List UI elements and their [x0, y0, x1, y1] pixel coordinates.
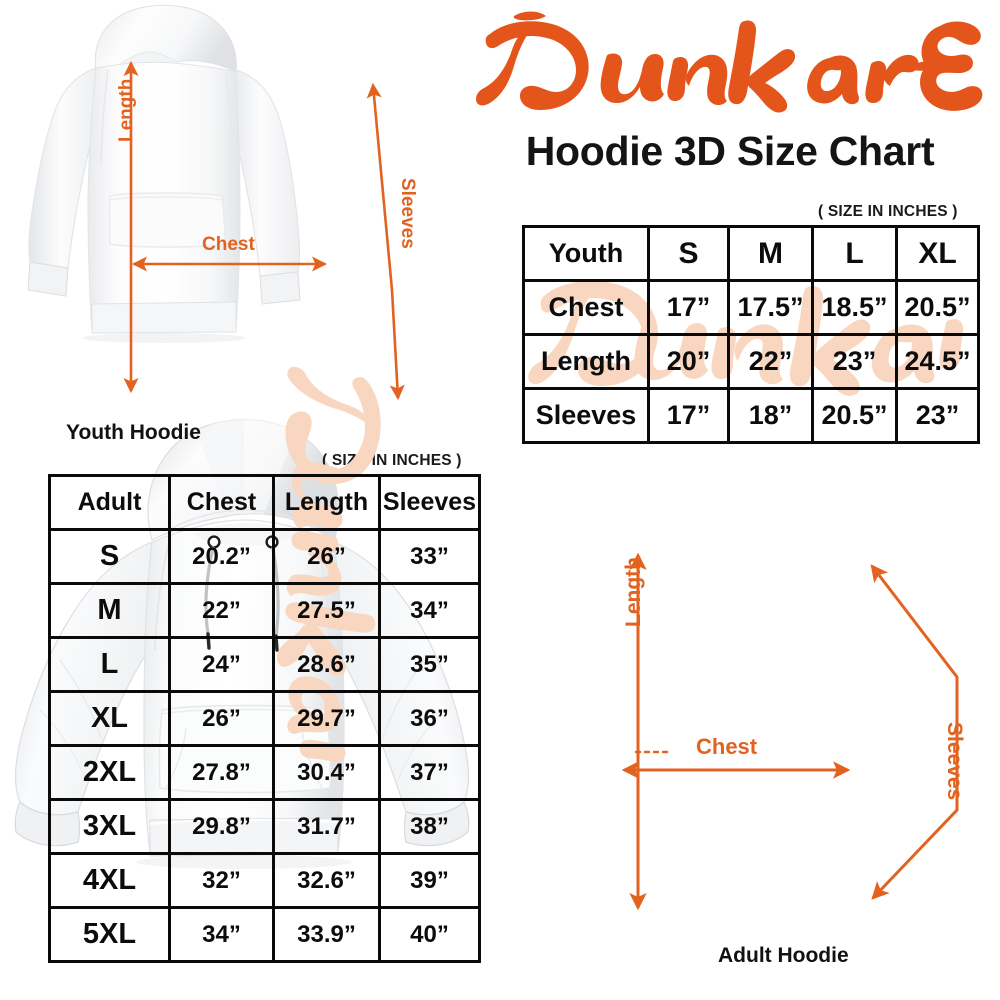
adult-l-sleeves: 35”	[378, 636, 481, 693]
adult-3xl-sleeves: 38”	[378, 798, 481, 855]
adult-table-corner-label: Adult	[48, 474, 171, 531]
adult-chest-label: Chest	[696, 734, 758, 759]
adult-m-chest: 22”	[168, 582, 275, 639]
youth-row-label-length: Length	[522, 333, 650, 390]
youth-length-label: Length	[116, 78, 137, 142]
youth-chest-l: 18.5”	[811, 279, 898, 336]
youth-sleeves-l: 20.5”	[811, 387, 898, 444]
youth-length-l: 23”	[811, 333, 898, 390]
adult-5xl-chest: 34”	[168, 906, 275, 963]
adult-4xl-chest: 32”	[168, 852, 275, 909]
youth-size-units-note: ( SIZE IN INCHES )	[818, 203, 958, 220]
table-row: XL 26” 29.7” 36”	[48, 690, 481, 747]
adult-xl-length: 29.7”	[272, 690, 381, 747]
youth-sleeves-arrow	[366, 82, 405, 401]
adult-row-label-3xl: 3XL	[48, 798, 171, 855]
adult-row-label-4xl: 4XL	[48, 852, 171, 909]
youth-size-col-m: M	[727, 225, 814, 282]
adult-2xl-length: 30.4”	[272, 744, 381, 801]
adult-row-label-2xl: 2XL	[48, 744, 171, 801]
youth-size-col-s: S	[647, 225, 730, 282]
adult-row-label-5xl: 5XL	[48, 906, 171, 963]
youth-sleeves-label: Sleeves	[397, 178, 418, 249]
adult-size-table: Adult Chest Length Sleeves S 20.2” 26” 3…	[48, 474, 481, 963]
youth-size-col-l: L	[811, 225, 898, 282]
table-row: 2XL 27.8” 30.4” 37”	[48, 744, 481, 801]
adult-s-length: 26”	[272, 528, 381, 585]
dunkare-brand-logo	[470, 8, 990, 128]
adult-s-sleeves: 33”	[378, 528, 481, 585]
youth-length-s: 20”	[647, 333, 730, 390]
youth-chest-label: Chest	[202, 234, 255, 255]
youth-row-label-sleeves: Sleeves	[522, 387, 650, 444]
adult-2xl-sleeves: 37”	[378, 744, 481, 801]
youth-chest-m: 17.5”	[727, 279, 814, 336]
table-row: 4XL 32” 32.6” 39”	[48, 852, 481, 909]
adult-sleeves-label: Sleeves	[943, 722, 966, 801]
youth-length-xl: 24.5”	[895, 333, 980, 390]
adult-m-length: 27.5”	[272, 582, 381, 639]
adult-length-label: Length	[622, 557, 645, 627]
adult-2xl-chest: 27.8”	[168, 744, 275, 801]
table-row: M 22” 27.5” 34”	[48, 582, 481, 639]
youth-sleeves-s: 17”	[647, 387, 730, 444]
youth-sleeves-xl: 23”	[895, 387, 980, 444]
adult-5xl-length: 33.9”	[272, 906, 381, 963]
page-title: Hoodie 3D Size Chart	[525, 128, 935, 174]
adult-4xl-sleeves: 39”	[378, 852, 481, 909]
youth-hoodie-caption: Youth Hoodie	[66, 421, 201, 444]
youth-sleeves-m: 18”	[727, 387, 814, 444]
table-row: 5XL 34” 33.9” 40”	[48, 906, 481, 963]
table-row: Chest 17” 17.5” 18.5” 20.5”	[522, 279, 980, 336]
youth-size-col-xl: XL	[895, 225, 980, 282]
table-row: Sleeves 17” 18” 20.5” 23”	[522, 387, 980, 444]
adult-xl-sleeves: 36”	[378, 690, 481, 747]
youth-hoodie-illustration	[0, 0, 340, 410]
table-row: L 24” 28.6” 35”	[48, 636, 481, 693]
adult-l-chest: 24”	[168, 636, 275, 693]
table-row: S 20.2” 26” 33”	[48, 528, 481, 585]
adult-col-sleeves: Sleeves	[378, 474, 481, 531]
youth-length-m: 22”	[727, 333, 814, 390]
youth-chest-xl: 20.5”	[895, 279, 980, 336]
youth-size-table: Youth S M L XL Chest 17” 17.5” 18.5” 20.…	[522, 225, 980, 444]
adult-4xl-length: 32.6”	[272, 852, 381, 909]
adult-table-header-row: Adult Chest Length Sleeves	[48, 474, 481, 531]
youth-chest-s: 17”	[647, 279, 730, 336]
table-row: Length 20” 22” 23” 24.5”	[522, 333, 980, 390]
adult-row-label-m: M	[48, 582, 171, 639]
adult-row-label-s: S	[48, 528, 171, 585]
adult-row-label-l: L	[48, 636, 171, 693]
adult-3xl-length: 31.7”	[272, 798, 381, 855]
adult-l-length: 28.6”	[272, 636, 381, 693]
adult-row-label-xl: XL	[48, 690, 171, 747]
youth-row-label-chest: Chest	[522, 279, 650, 336]
adult-col-chest: Chest	[168, 474, 275, 531]
adult-5xl-sleeves: 40”	[378, 906, 481, 963]
table-row: 3XL 29.8” 31.7” 38”	[48, 798, 481, 855]
adult-3xl-chest: 29.8”	[168, 798, 275, 855]
adult-m-sleeves: 34”	[378, 582, 481, 639]
youth-table-header-row: Youth S M L XL	[522, 225, 980, 282]
adult-xl-chest: 26”	[168, 690, 275, 747]
youth-table-corner-label: Youth	[522, 225, 650, 282]
adult-col-length: Length	[272, 474, 381, 531]
adult-s-chest: 20.2”	[168, 528, 275, 585]
adult-hoodie-caption: Adult Hoodie	[718, 944, 849, 967]
adult-size-units-note: ( SIZE IN INCHES )	[322, 452, 462, 469]
